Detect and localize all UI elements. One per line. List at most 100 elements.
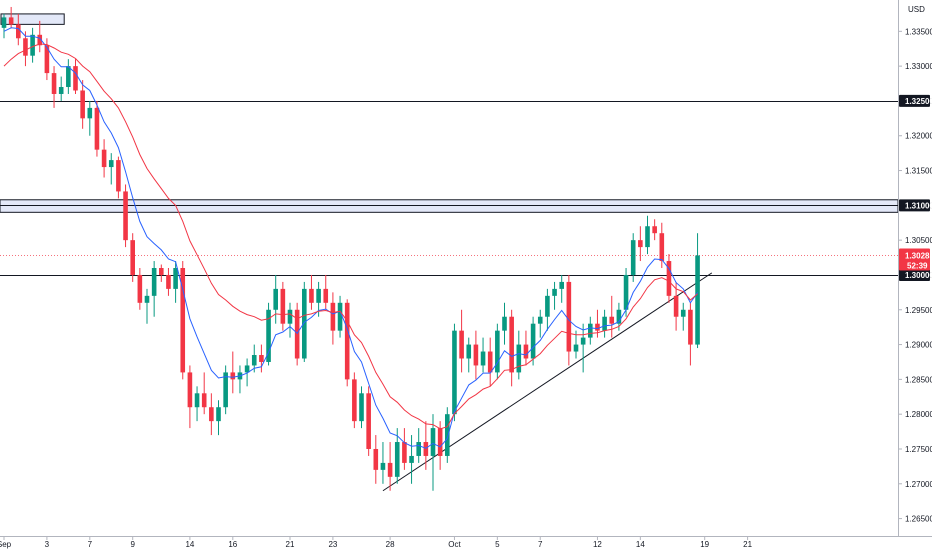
candle-body[interactable]: [402, 442, 407, 463]
candle-body[interactable]: [680, 309, 686, 317]
candle-body[interactable]: [588, 323, 593, 338]
candle-body[interactable]: [423, 442, 429, 456]
candle-body[interactable]: [487, 351, 493, 373]
candle-body[interactable]: [187, 372, 193, 408]
candle-body[interactable]: [58, 87, 64, 94]
candle-body[interactable]: [666, 261, 672, 296]
candle-body[interactable]: [623, 274, 629, 310]
candle-body[interactable]: [537, 316, 543, 324]
candle-body[interactable]: [688, 309, 693, 345]
candle-body[interactable]: [559, 281, 564, 289]
candle-body[interactable]: [101, 149, 107, 168]
candle-body[interactable]: [437, 428, 443, 456]
currency-label[interactable]: USD: [908, 5, 925, 14]
candle-body[interactable]: [602, 316, 607, 331]
candle-body[interactable]: [502, 316, 507, 331]
candle-body[interactable]: [366, 393, 371, 449]
candle-body[interactable]: [394, 442, 400, 477]
candle-body[interactable]: [244, 365, 250, 373]
candle-body[interactable]: [80, 90, 85, 119]
candle-body[interactable]: [87, 107, 93, 119]
candle-body[interactable]: [37, 34, 43, 46]
candle-body[interactable]: [201, 393, 207, 408]
candle-body[interactable]: [609, 316, 615, 324]
candle-body[interactable]: [302, 288, 307, 359]
candle-body[interactable]: [8, 17, 14, 25]
candle-body[interactable]: [359, 393, 364, 422]
candle-body[interactable]: [337, 302, 343, 331]
current-price-badge[interactable]: [899, 248, 930, 271]
candle-body[interactable]: [73, 66, 78, 91]
candle-body[interactable]: [673, 295, 679, 317]
candle-body[interactable]: [473, 344, 479, 366]
candle-body[interactable]: [151, 268, 157, 296]
candle-body[interactable]: [659, 233, 665, 262]
candle-body[interactable]: [144, 295, 150, 303]
trendline[interactable]: [382, 272, 713, 492]
candle-body[interactable]: [530, 323, 536, 359]
level-badge[interactable]: [899, 199, 930, 212]
candle-body[interactable]: [209, 407, 214, 422]
candle-body[interactable]: [416, 442, 421, 456]
candle-body[interactable]: [116, 160, 121, 192]
candle-body[interactable]: [480, 351, 486, 366]
candle-body[interactable]: [273, 288, 278, 310]
candle-body[interactable]: [466, 344, 472, 359]
candle-body[interactable]: [516, 344, 522, 373]
candle-body[interactable]: [66, 66, 71, 88]
candle-body[interactable]: [216, 407, 221, 422]
candle-body[interactable]: [137, 274, 143, 303]
candle-body[interactable]: [459, 330, 464, 359]
candle-body[interactable]: [194, 393, 200, 408]
candle-body[interactable]: [309, 288, 314, 303]
candle-body[interactable]: [409, 455, 414, 463]
candle-body[interactable]: [552, 288, 557, 296]
candle-body[interactable]: [566, 281, 572, 352]
candle-body[interactable]: [344, 302, 350, 380]
candle-body[interactable]: [330, 302, 336, 331]
candle-body[interactable]: [445, 414, 450, 456]
candle-body[interactable]: [130, 240, 135, 275]
supply-zone-1[interactable]: [0, 13, 65, 25]
candle-body[interactable]: [645, 226, 650, 248]
candle-body[interactable]: [51, 73, 57, 94]
candle-body[interactable]: [695, 255, 700, 345]
ema-line-0[interactable]: [3, 27, 699, 449]
candle-body[interactable]: [44, 45, 50, 74]
candle-body[interactable]: [230, 372, 236, 380]
candle-body[interactable]: [123, 191, 128, 241]
candle-body[interactable]: [287, 309, 293, 324]
candle-body[interactable]: [352, 379, 357, 422]
candle-body[interactable]: [180, 268, 186, 373]
candle-body[interactable]: [580, 337, 586, 345]
candle-body[interactable]: [266, 309, 271, 362]
candle-body[interactable]: [173, 268, 178, 289]
candle-body[interactable]: [259, 355, 264, 362]
candle-body[interactable]: [94, 107, 100, 150]
candle-body[interactable]: [316, 288, 321, 303]
candle-body[interactable]: [251, 355, 257, 366]
candle-body[interactable]: [652, 226, 657, 234]
candle-body[interactable]: [380, 462, 386, 470]
candle-body[interactable]: [495, 330, 500, 373]
candle-body[interactable]: [452, 330, 457, 415]
candle-body[interactable]: [373, 448, 379, 470]
candle-body[interactable]: [166, 274, 171, 289]
level-badge[interactable]: [899, 268, 930, 281]
candle-body[interactable]: [616, 309, 622, 324]
candle-body[interactable]: [573, 344, 579, 352]
candle-body[interactable]: [630, 240, 636, 275]
candle-body[interactable]: [294, 309, 300, 359]
ema-line-1[interactable]: [3, 43, 698, 430]
level-badge[interactable]: [899, 94, 930, 107]
candle-body[interactable]: [159, 268, 164, 275]
candle-body[interactable]: [595, 323, 600, 331]
candle-body[interactable]: [387, 462, 393, 477]
candle-body[interactable]: [638, 240, 643, 248]
candle-body[interactable]: [223, 372, 228, 408]
candle-body[interactable]: [16, 24, 21, 39]
candle-body[interactable]: [23, 38, 28, 56]
candle-body[interactable]: [545, 295, 550, 317]
candle-body[interactable]: [30, 34, 35, 56]
